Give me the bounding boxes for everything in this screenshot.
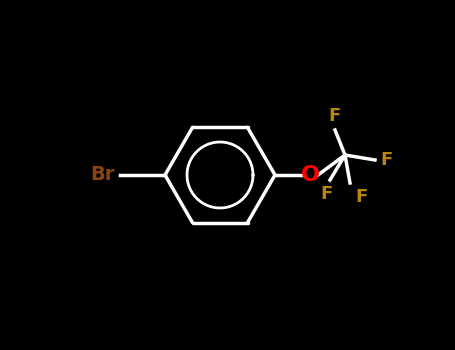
Text: F: F (355, 188, 367, 206)
Text: O: O (300, 165, 319, 185)
Text: F: F (321, 185, 333, 203)
Text: F: F (329, 107, 341, 125)
Text: F: F (380, 151, 392, 169)
Text: Br: Br (91, 166, 115, 184)
